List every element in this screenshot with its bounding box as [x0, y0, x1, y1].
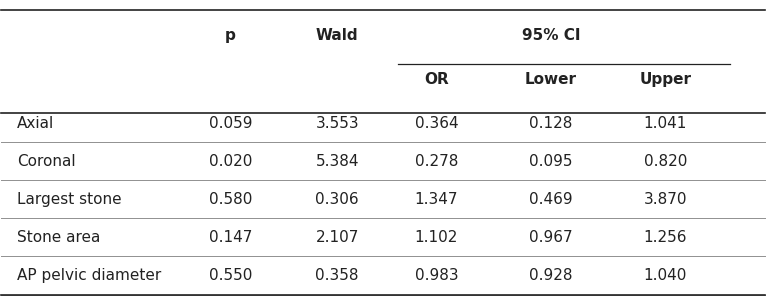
Text: 2.107: 2.107: [316, 230, 359, 245]
Text: p: p: [225, 28, 236, 43]
Text: 0.278: 0.278: [414, 154, 458, 169]
Text: Axial: Axial: [17, 115, 54, 131]
Text: 1.102: 1.102: [414, 230, 458, 245]
Text: AP pelvic diameter: AP pelvic diameter: [17, 268, 161, 283]
Text: 0.820: 0.820: [643, 154, 687, 169]
Text: 1.347: 1.347: [414, 192, 458, 207]
Text: Upper: Upper: [640, 72, 692, 87]
Text: Stone area: Stone area: [17, 230, 100, 245]
Text: 0.306: 0.306: [316, 192, 359, 207]
Text: 1.040: 1.040: [643, 268, 687, 283]
Text: Wald: Wald: [316, 28, 358, 43]
Text: 0.059: 0.059: [208, 115, 252, 131]
Text: 1.041: 1.041: [643, 115, 687, 131]
Text: 0.364: 0.364: [414, 115, 458, 131]
Text: 5.384: 5.384: [316, 154, 359, 169]
Text: 0.469: 0.469: [529, 192, 573, 207]
Text: 0.095: 0.095: [529, 154, 573, 169]
Text: 1.256: 1.256: [643, 230, 687, 245]
Text: 0.967: 0.967: [529, 230, 573, 245]
Text: Largest stone: Largest stone: [17, 192, 121, 207]
Text: 0.928: 0.928: [529, 268, 573, 283]
Text: 0.550: 0.550: [208, 268, 252, 283]
Text: 0.580: 0.580: [208, 192, 252, 207]
Text: 0.358: 0.358: [316, 268, 359, 283]
Text: 3.870: 3.870: [643, 192, 687, 207]
Text: Lower: Lower: [525, 72, 577, 87]
Text: 0.128: 0.128: [529, 115, 573, 131]
Text: 0.147: 0.147: [208, 230, 252, 245]
Text: OR: OR: [424, 72, 449, 87]
Text: 0.983: 0.983: [414, 268, 458, 283]
Text: Coronal: Coronal: [17, 154, 75, 169]
Text: 0.020: 0.020: [208, 154, 252, 169]
Text: 3.553: 3.553: [316, 115, 359, 131]
Text: 95% CI: 95% CI: [522, 28, 580, 43]
